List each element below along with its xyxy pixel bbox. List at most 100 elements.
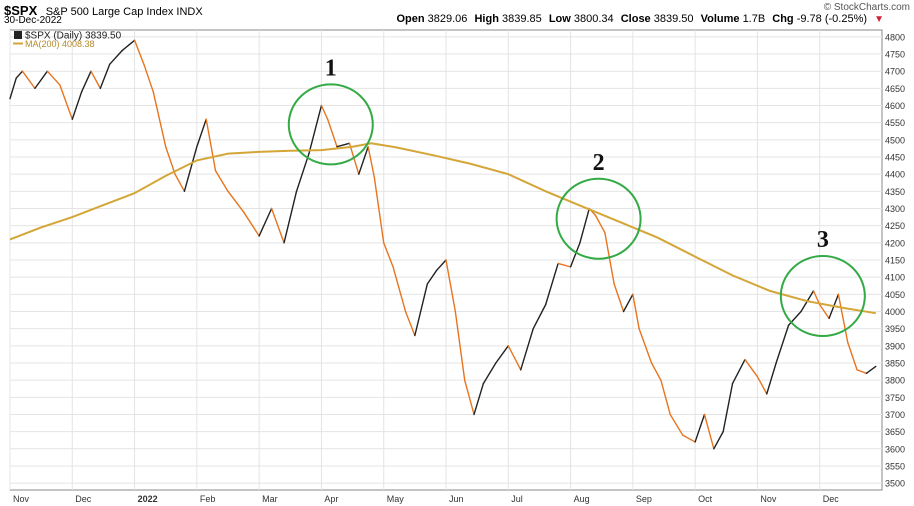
price-segment xyxy=(9,77,17,100)
price-segment xyxy=(819,303,830,320)
price-segment xyxy=(713,430,724,450)
y-tick-label: 3500 xyxy=(885,479,905,489)
price-segment xyxy=(308,104,323,155)
price-segment xyxy=(703,413,715,450)
volume-value: 1.7B xyxy=(742,13,766,25)
x-tick-label: Apr xyxy=(324,494,338,504)
price-segment xyxy=(847,341,858,371)
price-segment xyxy=(569,242,581,268)
price-segment xyxy=(404,310,416,337)
chart-header: $SPX S&P 500 Large Cap Index INDX xyxy=(4,2,203,20)
price-segment xyxy=(445,259,457,313)
price-segment xyxy=(174,173,186,193)
legend-ma: MA(200) 4008.38 xyxy=(25,39,95,49)
y-tick-label: 3700 xyxy=(885,410,905,420)
grid xyxy=(9,30,882,490)
price-segment xyxy=(59,84,73,120)
price-segment xyxy=(71,91,83,120)
price-segment xyxy=(414,283,429,337)
price-segment xyxy=(694,413,706,443)
price-segment xyxy=(99,63,111,90)
price-segment xyxy=(454,310,466,381)
price-segment xyxy=(638,327,653,364)
x-tick-label: Aug xyxy=(574,494,590,504)
price-segment xyxy=(320,104,329,120)
price-segment xyxy=(15,70,24,79)
highlight-circle xyxy=(287,83,374,166)
price-segment xyxy=(482,362,497,385)
price-segment xyxy=(669,413,684,436)
y-tick-label: 4600 xyxy=(885,101,905,111)
close-label: Close xyxy=(620,13,651,25)
index-full-name: S&P 500 Large Cap Index xyxy=(45,6,174,18)
price-segment xyxy=(34,70,49,90)
price-segment xyxy=(766,362,777,395)
x-axis: Nov Dec 2022 Feb Mar Apr May Jun Jul Aug Sep Oct Nov… xyxy=(13,494,839,504)
y-tick-label: 4800 xyxy=(885,32,905,42)
price-segment xyxy=(532,303,547,330)
low-label: Low xyxy=(548,13,571,25)
close-value: 3839.50 xyxy=(653,13,694,25)
price-segment xyxy=(183,146,198,193)
chart-date: 30-Dec-2022 xyxy=(4,15,62,26)
symbol: $SPX xyxy=(4,3,38,18)
annotation-label: 3 xyxy=(817,227,829,253)
price-segment xyxy=(463,379,475,416)
legend: $SPX (Daily) 3839.50 MA(200) 4008.38 xyxy=(13,31,122,49)
price-segment xyxy=(133,39,145,66)
y-tick-label: 4000 xyxy=(885,307,905,317)
x-tick-label: 2022 xyxy=(138,494,158,504)
y-tick-label: 3750 xyxy=(885,393,905,403)
price-segment xyxy=(326,118,338,148)
x-tick-label: Jul xyxy=(511,494,523,504)
price-segment xyxy=(731,358,746,385)
y-tick-label: 3800 xyxy=(885,376,905,386)
price-segment xyxy=(507,345,522,371)
y-tick-label: 4450 xyxy=(885,153,905,163)
price-segment xyxy=(90,70,102,90)
watermark: © StockCharts.com xyxy=(823,2,910,13)
price-segment xyxy=(121,39,136,52)
price-segment xyxy=(295,152,310,193)
legend-price-swatch xyxy=(14,31,22,39)
price-segment xyxy=(165,146,176,175)
price-segment xyxy=(383,242,394,268)
y-tick-label: 3650 xyxy=(885,427,905,437)
y-tick-label: 4700 xyxy=(885,67,905,77)
price-segment xyxy=(205,118,217,172)
y-tick-label: 4050 xyxy=(885,290,905,300)
price-segment xyxy=(270,207,285,244)
ma200-series xyxy=(9,142,876,315)
legend-price: $SPX (Daily) 3839.50 xyxy=(25,31,122,42)
low-value: 3800.34 xyxy=(573,13,614,25)
price-segment xyxy=(544,262,559,306)
y-tick-label: 4350 xyxy=(885,187,905,197)
x-tick-label: Dec xyxy=(823,494,840,504)
x-tick-label: Nov xyxy=(13,494,30,504)
high-label: High xyxy=(474,13,499,25)
price-segment xyxy=(660,379,671,416)
price-segment xyxy=(283,190,298,244)
price-segment xyxy=(775,324,790,364)
chg-label: Chg xyxy=(772,13,794,25)
x-tick-label: Nov xyxy=(760,494,777,504)
annotation-label: 2 xyxy=(593,150,605,176)
price-segment xyxy=(613,283,625,313)
y-tick-label: 4650 xyxy=(885,84,905,94)
price-segment xyxy=(336,142,351,148)
price-segment xyxy=(227,190,245,213)
price-segment xyxy=(557,262,572,268)
price-segment xyxy=(681,434,696,443)
highlight-circle xyxy=(779,255,866,338)
x-tick-label: Dec xyxy=(75,494,92,504)
y-tick-label: 4250 xyxy=(885,221,905,231)
price-segment xyxy=(594,214,606,234)
ma200-line xyxy=(9,142,876,315)
y-tick-label: 3850 xyxy=(885,358,905,368)
open-value: 3829.06 xyxy=(427,13,468,25)
y-tick-label: 4200 xyxy=(885,238,905,248)
price-series xyxy=(9,39,877,450)
volume-label: Volume xyxy=(700,13,740,25)
y-tick-label: 4750 xyxy=(885,50,905,60)
